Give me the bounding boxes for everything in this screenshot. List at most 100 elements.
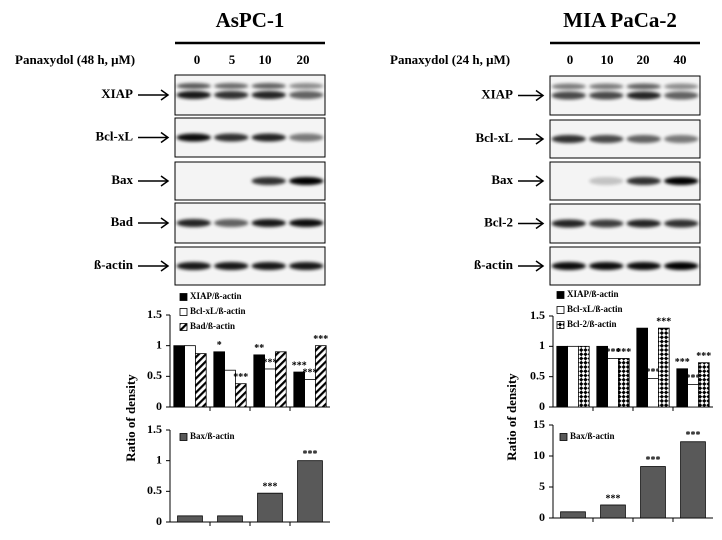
blot-band: [251, 177, 286, 185]
blot-band: [626, 135, 661, 143]
blot-band: [176, 219, 211, 227]
significance-label: ***: [303, 449, 318, 460]
arrow-head: [160, 217, 170, 229]
bar: [177, 515, 203, 523]
treatment-label: Panaxydol (24 h, μM): [390, 52, 510, 67]
blot-label: XIAP: [101, 86, 133, 101]
blot-band: [289, 91, 324, 99]
blot-band: [626, 219, 661, 228]
blot-band: [251, 262, 286, 270]
bar: [257, 492, 283, 523]
significance-label: ***: [696, 351, 711, 362]
significance-label: ***: [263, 357, 278, 368]
y-tick-label: 1.5: [147, 422, 162, 436]
blot-band: [664, 177, 699, 185]
significance-label: ***: [675, 357, 690, 368]
blot-label: Bax: [111, 172, 133, 187]
dose-label: 0: [567, 52, 574, 67]
blot-label: Bcl-xL: [475, 130, 513, 145]
blot-band: [289, 133, 324, 142]
arrow-head: [160, 175, 170, 187]
significance-label: ***: [686, 373, 701, 384]
legend-label: XIAP/ß-actin: [567, 289, 619, 299]
blot-band: [289, 177, 324, 185]
significance-label: ***: [686, 430, 701, 441]
y-tick-label: 15: [533, 417, 545, 431]
bar: [234, 383, 247, 408]
y-tick-label: 1: [539, 338, 545, 352]
legend-label: Bcl-2/ß-actin: [567, 319, 617, 329]
bar: [314, 345, 327, 408]
blot-band: [551, 91, 586, 100]
blot-band: [551, 83, 586, 90]
blot-label: Bcl-2: [484, 214, 513, 229]
significance-label: ***: [606, 493, 621, 504]
legend-label: Bcl-xL/ß-actin: [190, 306, 246, 316]
y-tick-label: 0: [539, 510, 545, 524]
bar: [297, 460, 323, 523]
bar: [213, 351, 226, 408]
significance-label: ***: [292, 360, 307, 371]
blot-band: [589, 219, 624, 228]
legend-label: XIAP/ß-actin: [190, 291, 242, 301]
y-tick-label: 1.5: [147, 307, 162, 321]
blot-label: ß-actin: [94, 257, 134, 272]
y-tick-label: 10: [533, 448, 545, 462]
blot-label: Bcl-xL: [95, 128, 133, 143]
arrow-head: [535, 89, 545, 102]
legend-swatch: [179, 293, 188, 301]
bar: [680, 441, 706, 519]
legend-swatch: [559, 433, 568, 441]
dose-label: 10: [601, 52, 614, 67]
bar: [698, 362, 710, 408]
bar: [647, 378, 659, 408]
blot-band: [551, 262, 586, 270]
dose-label: 20: [637, 52, 650, 67]
dose-label: 20: [297, 52, 310, 67]
blot-band: [589, 177, 624, 185]
bar: [173, 345, 186, 408]
blot-label: ß-actin: [474, 257, 514, 272]
blot-label: Bax: [491, 172, 513, 187]
bar: [274, 351, 287, 408]
blot: [549, 161, 701, 201]
arrow-head: [535, 175, 545, 187]
arrow-head: [160, 260, 170, 272]
significance-label: ***: [646, 367, 661, 378]
bar: [560, 511, 586, 519]
bar: [194, 353, 207, 408]
blot-band: [589, 135, 624, 143]
blot-band: [214, 219, 249, 227]
bar: [640, 466, 666, 519]
y-axis-label: Ratio of density: [504, 373, 519, 461]
blot-band: [176, 83, 211, 89]
panel-title: AsPC-1: [216, 8, 285, 32]
blot-band: [214, 133, 249, 142]
blot-band: [626, 91, 661, 100]
dose-label: 5: [229, 52, 236, 67]
blot-band: [626, 262, 661, 270]
bar: [217, 515, 243, 523]
blot-label: XIAP: [481, 86, 513, 101]
blot-band: [289, 219, 324, 227]
y-tick-label: 1: [156, 337, 162, 351]
bar: [687, 384, 699, 408]
blot-band: [176, 133, 211, 142]
bar: [304, 378, 316, 408]
significance-label: ***: [656, 316, 671, 327]
significance-label: ***: [616, 347, 631, 358]
bar: [184, 345, 196, 408]
y-tick-label: 0.5: [147, 483, 162, 497]
blot-band: [251, 133, 286, 142]
blot-band: [626, 83, 661, 90]
bar: [618, 358, 630, 408]
panel-title: MIA PaCa-2: [563, 8, 677, 32]
legend-label: Bcl-xL/ß-actin: [567, 304, 623, 314]
blot-label: Bad: [111, 214, 134, 229]
bar: [264, 368, 276, 408]
blot-band: [251, 91, 286, 99]
significance-label: ***: [263, 481, 278, 492]
legend-label: Bax/ß-actin: [570, 431, 615, 441]
blot-band: [251, 219, 286, 227]
